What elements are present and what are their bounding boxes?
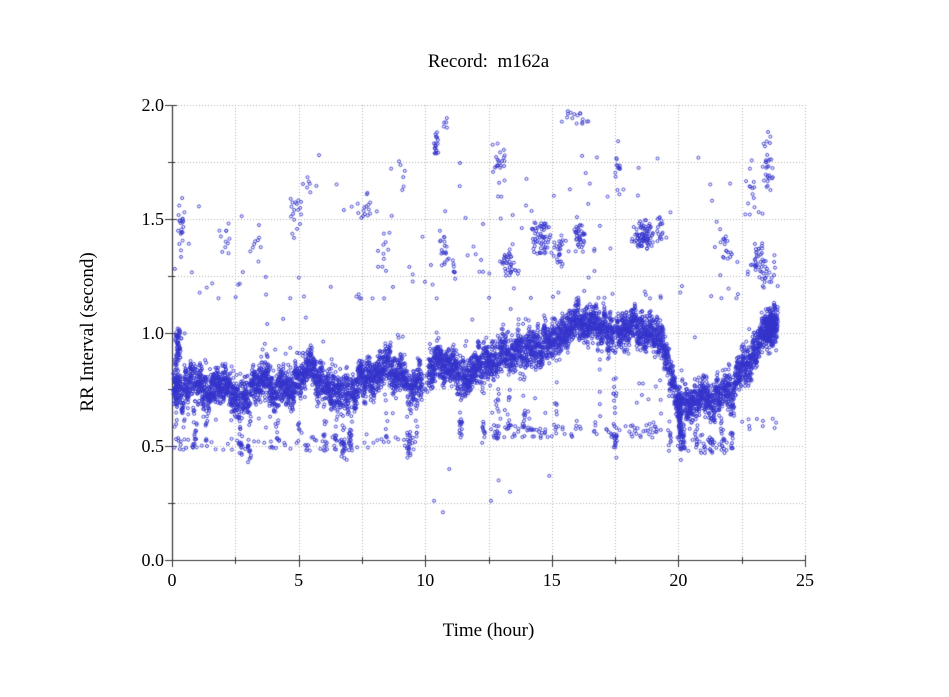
x-tick-label: 5 [294,570,304,590]
y-tick-label: 0.0 [141,550,165,570]
y-tick-label: 2.0 [141,95,165,115]
y-tick-label: 1.0 [141,322,165,343]
x-tick-label: 10 [416,570,435,590]
x-tick-label: 15 [542,570,561,590]
x-axis-label: Time (hour) [442,620,535,641]
y-tick-label: 0.5 [141,436,165,457]
chart-title: Record: m162a [427,51,550,72]
x-tick-label: 25 [796,570,814,590]
x-tick-label: 20 [669,570,688,590]
x-tick-label: 0 [167,570,177,590]
y-tick-label: 1.5 [141,208,165,229]
y-axis-label: RR Interval (second) [77,252,98,412]
